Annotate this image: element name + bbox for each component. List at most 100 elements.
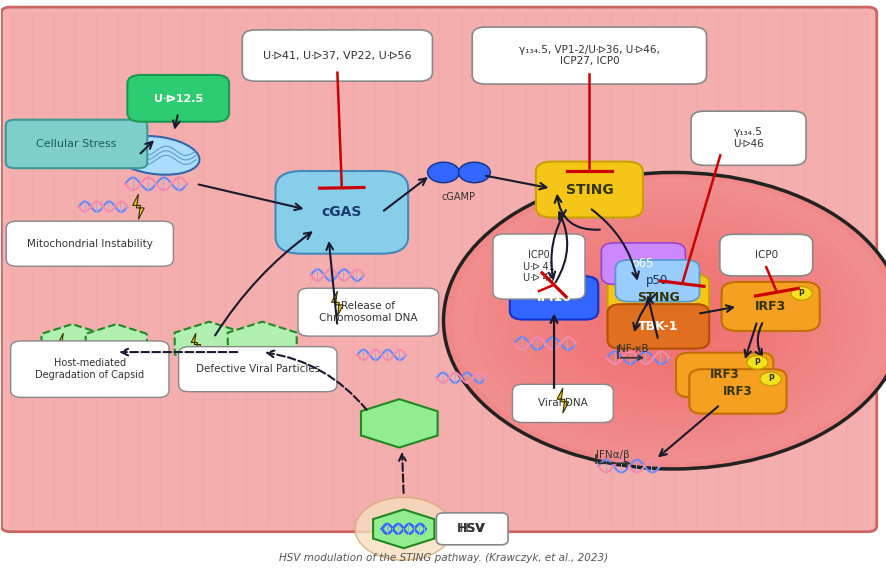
Bar [503,13,525,526]
Text: Uᐒ12.5: Uᐒ12.5 [153,93,203,103]
FancyBboxPatch shape [512,384,612,422]
FancyBboxPatch shape [298,288,439,336]
FancyBboxPatch shape [493,234,584,299]
Circle shape [458,162,490,183]
FancyBboxPatch shape [436,513,508,545]
Bar [525,13,546,526]
Bar [717,13,738,526]
Bar [481,13,503,526]
Text: TBK-1: TBK-1 [637,320,678,333]
Polygon shape [228,321,296,366]
Bar [460,13,481,526]
Text: HSV: HSV [460,523,484,535]
Text: IRF3: IRF3 [709,368,739,382]
Text: p50: p50 [646,274,668,287]
Text: P: P [754,358,759,367]
FancyBboxPatch shape [6,120,147,168]
Bar [632,13,653,526]
Text: cGAMP: cGAMP [441,193,475,202]
Text: P: P [797,289,804,298]
Text: HSV modulation of the STING pathway. (Krawczyk, et al., 2023): HSV modulation of the STING pathway. (Kr… [278,553,608,563]
FancyBboxPatch shape [607,274,709,321]
Bar [396,13,417,526]
FancyBboxPatch shape [535,162,642,218]
Bar [738,13,760,526]
FancyBboxPatch shape [690,111,805,166]
FancyBboxPatch shape [242,30,432,81]
Polygon shape [133,194,144,219]
Text: IRF3: IRF3 [722,385,752,398]
Text: STING: STING [565,183,612,197]
Bar [53,13,74,526]
Bar [182,13,203,526]
Text: Cellular Stress: Cellular Stress [36,139,117,149]
Polygon shape [175,321,244,366]
FancyBboxPatch shape [6,221,173,266]
Text: P: P [767,374,773,383]
Bar [674,13,696,526]
FancyBboxPatch shape [509,276,597,320]
FancyBboxPatch shape [607,304,709,348]
Bar [417,13,439,526]
Bar [824,13,845,526]
FancyBboxPatch shape [688,369,786,414]
Polygon shape [42,324,103,363]
FancyBboxPatch shape [615,260,699,301]
Bar [760,13,781,526]
Bar [245,13,268,526]
Text: Host-mediated
Degradation of Capsid: Host-mediated Degradation of Capsid [35,358,144,380]
Text: NF-κB: NF-κB [617,344,648,354]
FancyBboxPatch shape [675,352,773,397]
Text: Viral DNA: Viral DNA [538,398,587,409]
Text: STING: STING [636,292,679,304]
Bar [546,13,567,526]
Polygon shape [361,399,437,448]
Polygon shape [331,291,343,316]
FancyBboxPatch shape [719,234,812,276]
Circle shape [427,162,459,183]
Bar [610,13,632,526]
FancyBboxPatch shape [178,347,337,392]
Bar [374,13,396,526]
Text: IRF3: IRF3 [754,300,785,313]
Bar [160,13,182,526]
FancyBboxPatch shape [721,282,819,331]
Polygon shape [86,324,147,363]
Text: Uᐒ41, Uᐒ37, VP22, Uᐒ56: Uᐒ41, Uᐒ37, VP22, Uᐒ56 [263,50,411,61]
Polygon shape [190,333,200,354]
Bar [289,13,310,526]
Bar [781,13,803,526]
Text: ICP0
Uᐒ 41
Uᐒ 46: ICP0 Uᐒ 41 Uᐒ 46 [523,250,555,283]
Ellipse shape [113,136,199,175]
Text: Mitochondrial Instability: Mitochondrial Instability [27,239,152,249]
Text: γ₁₃₄.5
Uᐒ46: γ₁₃₄.5 Uᐒ46 [733,127,763,149]
Text: ICP0: ICP0 [754,250,777,260]
FancyBboxPatch shape [128,75,229,121]
Circle shape [759,372,781,386]
Circle shape [790,286,812,300]
Circle shape [443,172,886,469]
Text: p65: p65 [632,257,654,270]
Circle shape [354,497,452,560]
Bar [268,13,289,526]
Bar [224,13,245,526]
Text: γ₁₃₄.5, VP1-2/Uᐒ36, Uᐒ46,
ICP27, ICP0: γ₁₃₄.5, VP1-2/Uᐒ36, Uᐒ46, ICP27, ICP0 [518,45,659,66]
Polygon shape [374,511,432,547]
Bar [117,13,139,526]
Text: cGAS: cGAS [322,205,361,219]
Bar [353,13,374,526]
Bar [11,13,32,526]
Bar [310,13,331,526]
Text: IFNα/β: IFNα/β [595,450,628,460]
Bar [96,13,117,526]
Text: IFI16: IFI16 [536,292,571,304]
Bar [331,13,353,526]
Bar [567,13,588,526]
Bar [439,13,460,526]
Bar [696,13,717,526]
FancyBboxPatch shape [11,341,168,398]
Bar [139,13,160,526]
Text: Defective Viral Particles: Defective Viral Particles [196,364,320,374]
Bar [653,13,674,526]
Polygon shape [556,388,568,413]
